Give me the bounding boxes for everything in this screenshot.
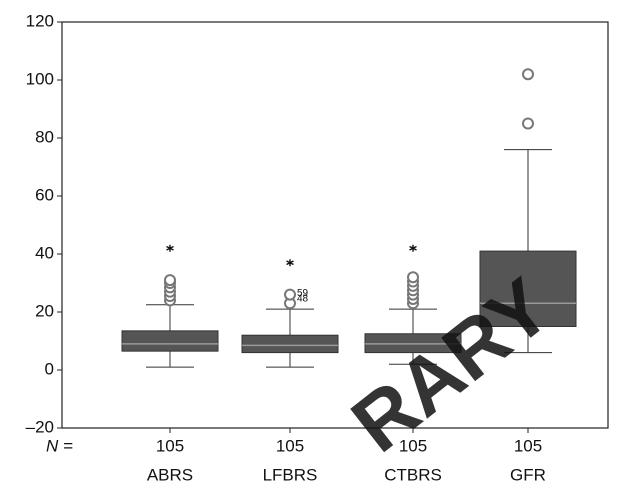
outlier xyxy=(164,274,176,287)
x-tick-label: GFR xyxy=(510,465,546,484)
x-tick-label: ABRS xyxy=(147,465,193,484)
box xyxy=(121,330,219,352)
box xyxy=(241,334,339,354)
outlier xyxy=(407,271,419,284)
y-tick-label: 120 xyxy=(26,11,54,30)
outlier-label: 48 xyxy=(297,294,309,305)
y-tick-label: –20 xyxy=(26,417,54,436)
n-count: 105 xyxy=(399,436,427,455)
outlier xyxy=(284,288,296,301)
n-count: 105 xyxy=(276,436,304,455)
x-tick-label: CTBRS xyxy=(384,465,442,484)
y-tick-label: 80 xyxy=(35,127,54,146)
extreme xyxy=(286,259,294,267)
outlier-label: 59 xyxy=(297,288,309,299)
x-tick-label: LFBRS xyxy=(263,465,318,484)
n-count: 105 xyxy=(514,436,542,455)
extreme xyxy=(166,244,174,252)
outlier xyxy=(522,68,534,81)
n-label: N = xyxy=(46,436,73,455)
y-tick-label: 20 xyxy=(35,301,54,320)
y-tick-label: 100 xyxy=(26,69,54,88)
outlier xyxy=(522,117,534,130)
n-count: 105 xyxy=(156,436,184,455)
y-tick-label: 40 xyxy=(35,243,54,262)
extreme xyxy=(409,244,417,252)
box xyxy=(479,250,577,328)
y-tick-label: 60 xyxy=(35,185,54,204)
y-tick-label: 0 xyxy=(45,359,54,378)
plot-frame xyxy=(61,21,609,429)
